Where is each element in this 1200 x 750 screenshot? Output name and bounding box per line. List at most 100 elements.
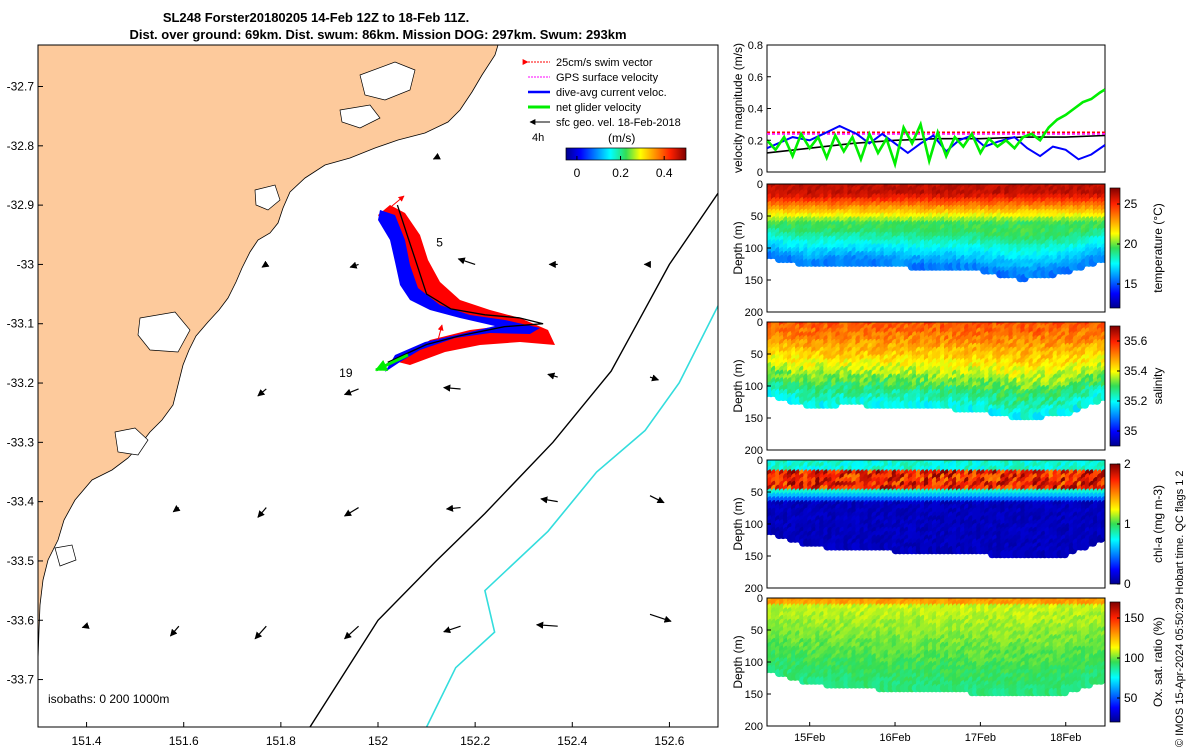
sfc-geo-vector-arrow: [649, 374, 660, 382]
section-panels: 0 50 100 150 200 Depth (m) 15 20 25 temperature (…: [731, 179, 1165, 733]
section-ytick-label: 50: [751, 349, 763, 361]
velocity-ylabel: velocity magnitude (m/s): [731, 43, 745, 173]
map-xtick-label: 151.4: [72, 734, 102, 748]
lake-5: [114, 427, 149, 456]
velocity-panel: 00.20.40.60.8 velocity magnitude (m/s): [731, 40, 1106, 179]
legend-time-label: 4h: [532, 132, 544, 144]
velocity-series-line: [767, 134, 1105, 154]
map-ytick-label: -33.4: [7, 495, 35, 509]
swim-vector-start: [391, 195, 405, 207]
swim-vector-mid: [437, 324, 444, 341]
annotation-day-19: 19: [339, 366, 353, 380]
velocity-series-line: [767, 124, 1105, 161]
legend-colorbar-unit: (m/s): [608, 131, 635, 145]
map-ytick-label: -33.2: [7, 376, 35, 390]
section-ytick-label: 150: [745, 275, 763, 287]
section-colorbar-label: salinity: [1151, 368, 1165, 405]
map-xtick-label: 152.4: [557, 734, 587, 748]
velocity-ytick-label: 0.4: [748, 104, 763, 116]
sfc-geo-vector-arrow: [443, 625, 461, 634]
sfc-geo-vector-arrow: [649, 495, 665, 504]
sfc-geo-vector-arrow: [172, 505, 181, 513]
chart-title-line1: SL248 Forster20180205 14-Feb 12Z to 18-F…: [163, 10, 469, 25]
legend-net-glider: net glider velocity: [556, 102, 641, 114]
section-colorbar-label: temperature (°C): [1151, 203, 1165, 293]
section-ytick-label: 100: [745, 243, 763, 255]
sfc-geo-vector-arrow: [445, 504, 461, 512]
lake-4: [137, 311, 191, 353]
legend-gps-velocity: GPS surface velocity: [556, 72, 659, 84]
sfc-geo-vector-arrow: [343, 507, 359, 517]
section-colorbar-tick-label: 15: [1124, 277, 1138, 291]
chart-title-line2: Dist. over ground: 69km. Dist. swum: 86k…: [129, 27, 626, 42]
section-colorbar-tick-label: 20: [1124, 237, 1138, 251]
map-ytick-label: -32.9: [7, 198, 35, 212]
lake-6: [54, 544, 77, 567]
legend-colorbar-tick-label: 0.4: [656, 166, 673, 180]
section-cells: [767, 460, 1105, 559]
section-cells: [767, 322, 1105, 421]
map-xtick-label: 151.6: [169, 734, 199, 748]
sfc-geo-vector-arrow: [443, 384, 461, 392]
map-ytick-label: -33.3: [7, 435, 35, 449]
annotation-day-5: 5: [436, 236, 443, 250]
map-xtick-label: 151.8: [266, 734, 296, 748]
velocity-ytick-label: 0: [757, 167, 763, 179]
section-cell: [1100, 254, 1105, 264]
velocity-axes-box: [766, 44, 1106, 173]
sfc-geo-vector-arrow: [457, 257, 476, 265]
section-ylabel: Depth (m): [731, 359, 745, 412]
legend-colorbar-ticks: 0 0.2 0.4: [574, 156, 673, 180]
isobath-1000m: [425, 305, 718, 727]
map-ytick-label: -32.8: [7, 139, 35, 153]
section-ytick-label: 150: [745, 413, 763, 425]
section-colorbar-tick-label: 35.6: [1124, 334, 1148, 348]
sfc-geo-vector-arrow: [344, 625, 359, 640]
map-xtick-label: 152.6: [654, 734, 684, 748]
map-panel: 151.4 151.6 151.8 152 152.2 152.4 152.6-32.7-3…: [7, 44, 719, 748]
section-cells: [767, 184, 1105, 283]
glider-track-group: [374, 195, 555, 372]
section-colorbar-tick-label: 35.2: [1124, 394, 1148, 408]
velocity-series: [767, 88, 1105, 169]
section-ylabel: Depth (m): [731, 221, 745, 274]
sfc-geo-vector-arrow: [349, 261, 359, 269]
map-xtick-label: 152.2: [460, 734, 490, 748]
map-ytick-label: -33: [17, 257, 35, 271]
section-ytick-label: 0: [757, 317, 763, 329]
section-colorbar: [1109, 325, 1121, 447]
sfc-geo-vector-arrow: [254, 625, 267, 640]
section-colorbar-tick-label: 35: [1124, 424, 1138, 438]
glider-swath-blue: [378, 210, 540, 372]
legend-dive-avg-current: dive-avg current veloc.: [556, 87, 667, 99]
map-ytick-label: -32.7: [7, 80, 35, 94]
sfc-geo-vector-arrow: [169, 625, 180, 637]
sfc-geo-vector-arrow: [257, 388, 267, 397]
section-colorbar-tick-label: 25: [1124, 197, 1138, 211]
lake-1: [359, 61, 416, 101]
sfc-geo-vector-arrow: [540, 496, 558, 504]
section-colorbar-tick-label: 35.4: [1124, 364, 1148, 378]
map-ytick-label: -33.7: [7, 673, 35, 687]
section-ytick-label: 200: [745, 307, 763, 319]
isobaths-label: isobaths: 0 200 1000m: [48, 692, 169, 706]
isobath-200m: [309, 192, 718, 727]
map-legend: 25cm/s swim vector GPS surface velocity …: [522, 57, 687, 180]
map-ytick-label: -33.1: [7, 317, 35, 331]
velocity-ytick-label: 0.8: [748, 40, 763, 52]
lake-2: [339, 104, 381, 129]
map-ytick-label: -33.6: [7, 613, 35, 627]
legend-swim-vector: 25cm/s swim vector: [556, 57, 653, 69]
section-ytick-label: 100: [745, 381, 763, 393]
net-glider-velocity-arrow: [374, 353, 409, 372]
sfc-geo-vectors: [81, 152, 672, 640]
sfc-geo-vector-arrow: [257, 507, 267, 518]
sfc-geo-vector-arrow: [343, 388, 359, 396]
sfc-geo-vector-arrow: [649, 613, 672, 623]
coastline-land: [38, 45, 499, 727]
sfc-geo-vector-arrow: [535, 621, 558, 629]
